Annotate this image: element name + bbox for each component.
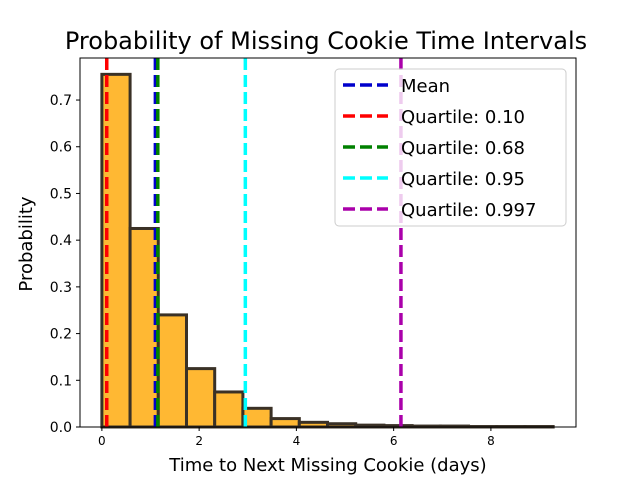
legend-label: Mean: [401, 76, 450, 97]
y-tick-label: 0.0: [50, 420, 72, 436]
y-tick-label: 0.3: [50, 280, 72, 296]
chart-title: Probability of Missing Cookie Time Inter…: [65, 27, 587, 55]
y-tick-label: 0.4: [50, 233, 72, 249]
legend-label: Quartile: 0.10: [401, 107, 525, 128]
x-tick-label: 6: [390, 434, 398, 448]
x-tick-label: 0: [98, 434, 106, 448]
histogram-bar: [184, 367, 217, 429]
y-tick-label: 0.2: [50, 327, 72, 343]
x-tick-label: 2: [195, 434, 203, 448]
histogram-bar: [269, 417, 301, 429]
y-tick-label: 0.1: [50, 373, 72, 389]
legend-label: Quartile: 0.95: [401, 169, 525, 190]
histogram-bar: [156, 313, 188, 429]
y-axis-label: Probability: [16, 196, 37, 291]
x-tick-label: 4: [293, 434, 301, 448]
y-tick-label: 0.6: [50, 140, 72, 156]
histogram-bar: [128, 226, 160, 429]
x-tick-label: 8: [487, 434, 495, 448]
histogram-bar: [241, 406, 273, 429]
y-tick-label: 0.5: [50, 186, 72, 202]
plot-frame: [79, 57, 577, 428]
legend: Mean Quartile: 0.10 Quartile: 0.68 Quartile…: [334, 68, 567, 227]
x-axis-label: Time to Next Missing Cookie (days): [168, 455, 486, 476]
bars-group: [100, 72, 555, 429]
legend-label: Quartile: 0.997: [401, 200, 536, 221]
legend-box: [334, 68, 567, 227]
histogram-bar: [297, 420, 330, 429]
legend-label: Quartile: 0.68: [401, 138, 525, 159]
x-axis-ticks: 0 2 4 6 8: [98, 427, 495, 448]
y-axis-ticks: 0.0 0.1 0.2 0.3 0.4 0.5 0.6 0.7: [50, 93, 80, 436]
y-tick-label: 0.7: [50, 93, 72, 109]
histogram-bar: [213, 390, 245, 429]
